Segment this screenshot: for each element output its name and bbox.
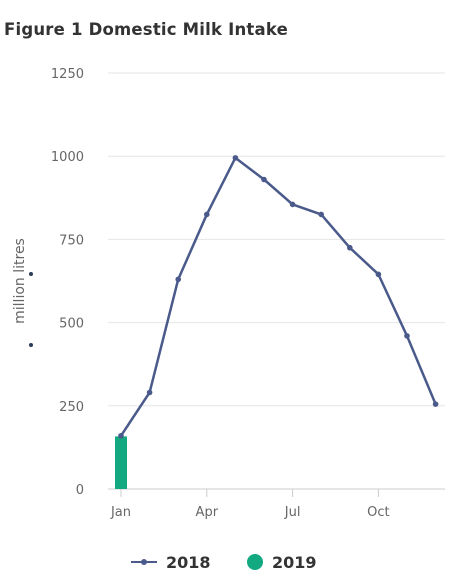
- y-tick-label-0: 0: [76, 483, 84, 498]
- line-2018: [119, 156, 437, 437]
- decorative-dot: [29, 343, 33, 347]
- y-tick-label-1000: 1000: [51, 150, 84, 165]
- chart-area: 0 250 500 750 1000 1250 Jan Apr Jul Oct million …: [12, 67, 445, 520]
- point-2018-Sep: [347, 244, 353, 251]
- y-axis-label: million litres: [12, 238, 28, 324]
- point-2018-Jan: [118, 432, 124, 439]
- legend-label-2018: 2018: [166, 552, 211, 572]
- legend-item-2019[interactable]: 2019: [246, 550, 317, 574]
- legend: 2018 2019: [0, 550, 459, 574]
- point-2018-Feb: [146, 389, 153, 396]
- legend-line-symbol: [131, 559, 157, 565]
- legend-circle-symbol: [247, 554, 263, 570]
- y-tick-label-250: 250: [59, 400, 84, 415]
- point-2018-Nov: [404, 333, 410, 339]
- point-2018-Mar: [175, 276, 181, 283]
- y-tick-label-500: 500: [59, 317, 84, 332]
- legend-label-2019: 2019: [272, 552, 317, 572]
- point-2018-Jun: [261, 176, 267, 183]
- x-tick-label-Jan: Jan: [110, 505, 131, 520]
- y-tick-label-750: 750: [59, 233, 84, 248]
- x-tick-label-Apr: Apr: [196, 505, 219, 520]
- point-2018-Aug: [318, 211, 325, 218]
- point-2018-Dec: [432, 401, 439, 407]
- chart-title: Figure 1 Domestic Milk Intake: [4, 20, 288, 39]
- point-2018-Jul: [289, 201, 296, 208]
- y-tick-label-1250: 1250: [51, 67, 84, 82]
- x-tick-label-Jul: Jul: [284, 505, 301, 520]
- point-2018-May: [232, 155, 239, 161]
- legend-item-2018[interactable]: 2018: [130, 550, 211, 574]
- point-2018-Apr: [204, 211, 210, 218]
- decorative-dot: [29, 272, 33, 276]
- bar-2019-Jan: [115, 436, 127, 489]
- point-2018-Oct: [375, 271, 382, 278]
- x-tick-label-Oct: Oct: [367, 505, 389, 520]
